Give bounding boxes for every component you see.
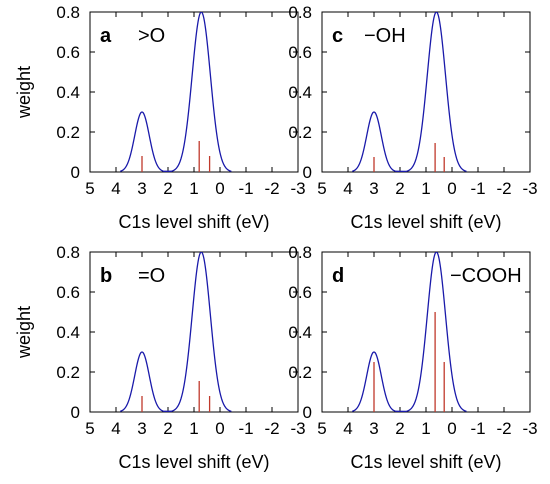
x-tick-label: -3 (522, 419, 537, 438)
plot-frame (89, 11, 299, 173)
x-tick-label: 2 (395, 419, 404, 438)
x-tick-label: 1 (421, 179, 430, 198)
x-tick-label: 4 (343, 419, 352, 438)
plot-area (119, 252, 232, 412)
x-tick-label: 4 (111, 179, 120, 198)
y-tick-label: 0.8 (288, 3, 312, 22)
x-tick-label: -2 (264, 179, 279, 198)
x-tick-label: 0 (447, 419, 456, 438)
x-tick-label: -1 (470, 419, 485, 438)
y-tick-label: 0.2 (288, 363, 312, 382)
y-tick-label: 0.6 (56, 283, 80, 302)
x-tick-label: 0 (215, 179, 224, 198)
y-tick-label: 0.6 (288, 283, 312, 302)
plot-area (351, 252, 467, 412)
x-tick-label: 0 (215, 419, 224, 438)
x-tick-label: 3 (137, 179, 146, 198)
y-tick-label: 0.6 (56, 43, 80, 62)
x-tick-label: -2 (496, 419, 511, 438)
x-tick-label: 5 (85, 419, 94, 438)
x-tick-label: -1 (238, 419, 253, 438)
x-tick-label: -1 (238, 179, 253, 198)
x-tick-label: 4 (111, 419, 120, 438)
y-tick-label: 0 (303, 163, 312, 182)
panel-letter: c (332, 25, 343, 47)
x-tick-label: -1 (470, 179, 485, 198)
y-tick-label: 0.4 (288, 83, 312, 102)
x-tick-label: 3 (369, 419, 378, 438)
y-axis-title: weight (14, 306, 34, 359)
functional-group-label: =O (138, 265, 165, 287)
panel-letter: a (100, 25, 112, 47)
x-tick-label: 3 (137, 419, 146, 438)
panel-letter: b (100, 265, 112, 287)
x-tick-label: 5 (317, 419, 326, 438)
x-tick-label: -3 (290, 179, 305, 198)
functional-group-label: −OH (364, 25, 406, 47)
gaussian-curve (351, 252, 467, 412)
y-tick-label: 0.4 (56, 323, 80, 342)
x-tick-label: 3 (369, 179, 378, 198)
y-tick-label: 0.2 (56, 363, 80, 382)
x-tick-label: -3 (522, 179, 537, 198)
y-tick-label: 0.4 (288, 323, 312, 342)
y-tick-label: 0 (71, 163, 80, 182)
y-tick-label: 0.8 (56, 243, 80, 262)
x-tick-label: -2 (264, 419, 279, 438)
x-tick-label: -2 (496, 179, 511, 198)
x-tick-label: -3 (290, 419, 305, 438)
y-tick-label: 0 (71, 403, 80, 422)
x-tick-label: 2 (163, 419, 172, 438)
x-tick-label: 2 (163, 179, 172, 198)
gaussian-curve (119, 252, 232, 412)
gaussian-curve (119, 12, 232, 172)
x-tick-label: 5 (317, 179, 326, 198)
y-tick-label: 0.6 (288, 43, 312, 62)
x-axis-title: C1s level shift (eV) (350, 212, 501, 232)
y-tick-label: 0.4 (56, 83, 80, 102)
plot-frame (89, 251, 299, 413)
y-axis-title: weight (14, 66, 34, 119)
x-tick-label: 1 (189, 179, 198, 198)
x-tick-label: 1 (421, 419, 430, 438)
y-tick-label: 0.8 (56, 3, 80, 22)
x-tick-label: 2 (395, 179, 404, 198)
x-tick-label: 4 (343, 179, 352, 198)
x-tick-label: 0 (447, 179, 456, 198)
functional-group-label: >O (138, 25, 165, 47)
gaussian-curve (351, 12, 467, 172)
x-tick-label: 5 (85, 179, 94, 198)
panel-letter: d (332, 265, 344, 287)
x-tick-label: 1 (189, 419, 198, 438)
y-tick-label: 0.2 (288, 123, 312, 142)
functional-group-label: −COOH (450, 265, 522, 287)
y-tick-label: 0.2 (56, 123, 80, 142)
x-axis-title: C1s level shift (eV) (350, 452, 501, 472)
x-axis-title: C1s level shift (eV) (118, 212, 269, 232)
plot-area (119, 12, 232, 172)
plot-area (351, 12, 467, 172)
x-axis-title: C1s level shift (eV) (118, 452, 269, 472)
y-tick-label: 0 (303, 403, 312, 422)
y-tick-label: 0.8 (288, 243, 312, 262)
